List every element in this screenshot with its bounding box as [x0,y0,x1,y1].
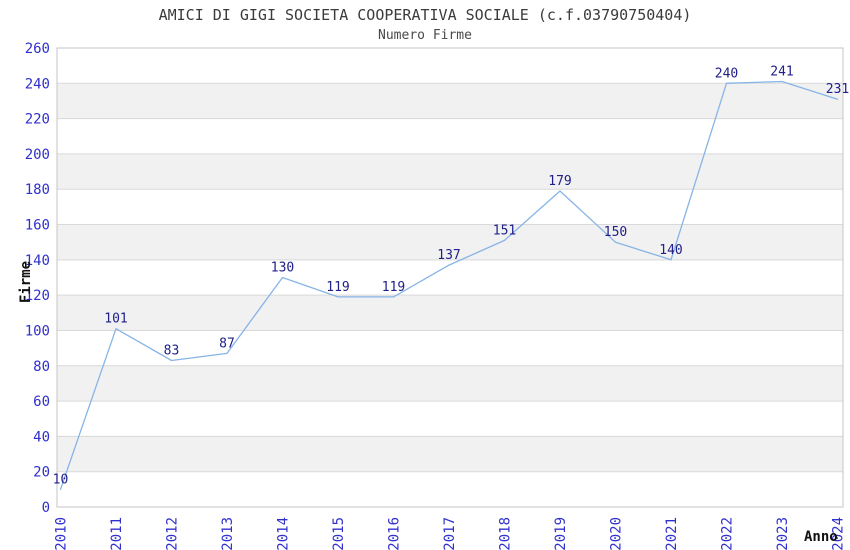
y-tick-label: 60 [33,394,50,410]
data-point-label: 151 [493,223,516,238]
y-tick-label: 140 [25,253,50,269]
x-tick-label: 2013 [220,517,236,550]
data-point-label: 231 [826,82,849,97]
chart-subtitle: Numero Firme [378,28,472,43]
y-tick-label: 100 [25,323,50,339]
chart-title: AMICI DI GIGI SOCIETA COOPERATIVA SOCIAL… [158,6,692,24]
data-point-label: 130 [271,261,294,276]
data-point-label: 87 [219,336,235,351]
y-tick-label: 180 [25,182,50,198]
data-point-label: 179 [548,174,571,189]
data-point-label: 119 [326,280,349,295]
plot-band [57,153,843,190]
data-point-label: 137 [437,248,460,263]
x-tick-label: 2021 [664,517,680,550]
x-tick-label: 2015 [331,517,347,550]
y-tick-label: 80 [33,359,50,375]
y-tick-label: 260 [25,41,50,57]
x-tick-label: 2014 [276,517,292,550]
x-tick-label: 2020 [609,517,625,550]
y-axis-title: Firme [18,260,34,304]
data-point-label: 241 [770,65,793,80]
x-tick-label: 2024 [831,517,847,550]
y-tick-label: 40 [33,429,50,445]
plot-background [57,48,843,507]
x-tick-label: 2019 [553,517,569,550]
data-point-label: 140 [659,243,682,258]
data-line [59,80,839,490]
x-tick-label: 2010 [54,517,70,550]
data-point-label: 101 [104,312,127,327]
plot-band [57,224,843,260]
data-point-label: 10 [53,472,69,487]
y-tick-label: 220 [25,112,50,128]
plot-border [56,47,844,508]
y-tick-label: 120 [25,288,50,304]
x-tick-label: 2023 [775,517,791,550]
data-point-label: 150 [604,225,627,240]
data-point-label: 83 [164,343,180,358]
x-tick-label: 2011 [109,517,125,550]
plot-band [57,295,843,331]
x-tick-label: 2016 [387,517,403,550]
y-tick-label: 0 [42,500,50,516]
y-tick-label: 20 [33,465,50,481]
plot-band [57,436,843,472]
y-tick-label: 160 [25,218,50,234]
y-tick-label: 240 [25,76,50,92]
x-tick-label: 2018 [498,517,514,550]
x-tick-label: 2017 [442,517,458,550]
data-point-label: 240 [715,66,738,81]
x-tick-label: 2012 [165,517,181,550]
x-tick-label: 2022 [720,517,736,550]
plot-band [57,83,843,119]
x-axis-title: Anno [804,529,838,545]
plot-band [57,365,843,402]
y-tick-label: 200 [25,147,50,163]
data-point-label: 119 [382,280,405,295]
